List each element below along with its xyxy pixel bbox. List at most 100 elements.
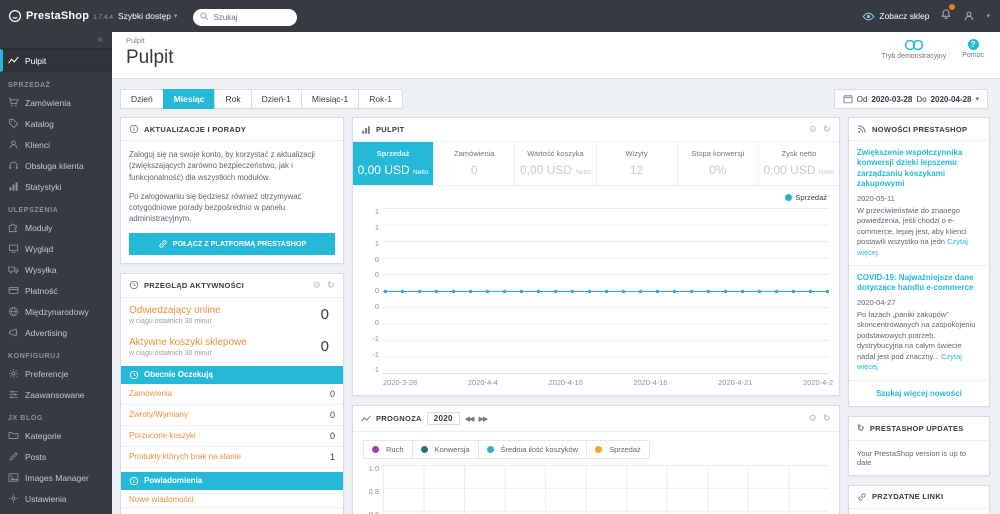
kpi-value: 0,00 USD	[520, 163, 572, 177]
online-visitors-link[interactable]: Odwiedzający online	[129, 305, 321, 316]
demo-mode-toggle[interactable]: Tryb demonstracyjny	[881, 39, 946, 60]
online-visitors-value: 0	[321, 306, 335, 323]
pending-row-porzucone-koszyki[interactable]: Porzucone koszyki 0	[121, 426, 343, 447]
y-tick: 1	[359, 240, 379, 248]
account-chevron-down-icon[interactable]: ▾	[986, 12, 990, 20]
sidebar-item-wyglad[interactable]: Wygląd	[0, 238, 112, 259]
puzzle-icon	[8, 222, 19, 233]
sidebar-item-label: Statystyki	[25, 182, 61, 192]
sidebar-item-comments[interactable]: Comments	[0, 509, 112, 514]
row-value: 0	[330, 410, 335, 420]
help-button[interactable]: ? Pomoc	[962, 39, 984, 60]
sidebar-item-platnosc[interactable]: Płatność	[0, 280, 112, 301]
sidebar-collapse-button[interactable]: «	[0, 32, 112, 49]
sidebar-item-wysylka[interactable]: Wysyłka	[0, 259, 112, 280]
tab-miesiac[interactable]: Miesiąc	[163, 89, 216, 109]
sidebar-item-ustawienia[interactable]: Ustawienia	[0, 488, 112, 509]
tab-rok[interactable]: Rok	[214, 89, 251, 109]
notifications-button[interactable]	[940, 7, 952, 25]
section-title: Powiadomienia	[144, 476, 202, 485]
legend-item-konwersja[interactable]: Konwersja	[413, 441, 479, 458]
notifications-section-header: Powiadomienia	[121, 472, 343, 490]
tab-dzien[interactable]: Dzień	[120, 89, 164, 109]
legend-dot	[372, 446, 379, 453]
tag-icon	[8, 118, 19, 129]
refresh-icon[interactable]: ↻	[823, 413, 831, 424]
link-icon	[857, 492, 867, 502]
date-range-picker[interactable]: Od 2020-03-28 Do 2020-04-28 ▾	[834, 89, 988, 109]
chart-plot-area	[383, 208, 829, 374]
user-icon	[8, 139, 19, 150]
article-title-link[interactable]: Zwiększenie współczynnika konwersji dzię…	[857, 148, 981, 190]
gear-icon[interactable]: ⚙	[809, 413, 817, 424]
article-title-link[interactable]: COVID-19: Najważniejsze dane dotyczące h…	[857, 273, 981, 294]
kpi-label: Wartość koszyka	[517, 149, 593, 158]
next-year-button[interactable]: ▶▶	[479, 415, 488, 423]
gear-icon[interactable]: ⚙	[809, 124, 817, 135]
refresh-icon[interactable]: ↻	[327, 280, 335, 291]
gear-icon[interactable]: ⚙	[313, 280, 321, 291]
sidebar-item-label: Preferencje	[25, 369, 68, 379]
sidebar-item-katalog[interactable]: Katalog	[0, 113, 112, 134]
sidebar-section-konfiguruj: KONFIGURUJ	[0, 343, 112, 363]
prestashop-updates-panel: ↻ PRESTASHOP UPDATES Your PrestaShop ver…	[848, 416, 990, 476]
connect-prestashop-button[interactable]: POŁĄCZ Z PLATFORMĄ PRESTASHOP	[129, 233, 335, 255]
active-carts-link[interactable]: Aktywne koszyki sklepowe	[129, 337, 321, 348]
sidebar-item-kategorie[interactable]: Kategorie	[0, 425, 112, 446]
sidebar-item-obsluga-klienta[interactable]: Obsługa klienta	[0, 155, 112, 176]
sidebar-item-preferencje[interactable]: Preferencje	[0, 363, 112, 384]
tab-dzien-1[interactable]: Dzień-1	[251, 89, 302, 109]
useful-link-documentation[interactable]: Oficjalna dokumentacja Instrukcje Użytko…	[849, 509, 989, 514]
active-carts-metric[interactable]: Aktywne koszyki sklepowe w ciągu ostatni…	[121, 330, 343, 362]
kpi-zysk-netto[interactable]: Zysk netto 0,00 USD Netto	[759, 142, 839, 185]
panel-title: AKTUALIZACJE I PORADY	[144, 125, 246, 134]
sidebar-item-images-manager[interactable]: Images Manager	[0, 467, 112, 488]
legend-item-srednia-ilosc-koszykow[interactable]: Średnia ilość koszyków	[479, 441, 588, 458]
previous-year-button[interactable]: ◀◀	[465, 415, 474, 423]
chevron-down-icon: ▾	[174, 12, 178, 20]
kpi-sprzedaz[interactable]: Sprzedaż 0,00 USD Netto	[353, 142, 434, 185]
y-tick: 0	[359, 256, 379, 264]
forecast-chart: 1.0 0.8 0.6	[359, 465, 829, 514]
sidebar-item-zaawansowane[interactable]: Zaawansowane	[0, 384, 112, 405]
kpi-wizyty[interactable]: Wizyty 12	[597, 142, 678, 185]
page-header: Pulpit Pulpit Tryb demonstracyjny ? Pomo…	[112, 32, 1000, 79]
new-messages-link[interactable]: Nowe wiadomości	[121, 490, 343, 508]
prestashop-logo[interactable]: PrestaShop 1.7.4.4	[0, 9, 112, 23]
kpi-stopa-konwersji[interactable]: Stopa konwersji 0%	[678, 142, 759, 185]
tab-rok-1[interactable]: Rok-1	[358, 89, 403, 109]
sidebar-item-pulpit[interactable]: Pulpit	[0, 49, 112, 72]
legend-item-ruch[interactable]: Ruch	[364, 441, 413, 458]
sidebar-item-label: Pulpit	[25, 56, 46, 66]
more-news-link[interactable]: Szukaj więcej nowości	[849, 381, 989, 406]
online-visitors-metric[interactable]: Odwiedzający online w ciągu ostatnich 30…	[121, 298, 343, 330]
tab-miesiac-1[interactable]: Miesiąc-1	[301, 89, 359, 109]
legend-item-sprzedaz[interactable]: Sprzedaż	[587, 441, 649, 458]
section-title: Obecnie Oczekują	[144, 370, 213, 379]
refresh-icon[interactable]: ↻	[823, 124, 831, 135]
pending-row-brak-na-stanie[interactable]: Produkty których brak na stanie 1	[121, 447, 343, 468]
sidebar-item-label: Images Manager	[25, 473, 89, 483]
sidebar-item-zamowienia[interactable]: Zamówienia	[0, 92, 112, 113]
panel-title: PRZYDATNE LINKI	[872, 492, 943, 501]
globe-icon	[8, 306, 19, 317]
sidebar-item-klienci[interactable]: Klienci	[0, 134, 112, 155]
sidebar-item-label: Kategorie	[25, 431, 61, 441]
sidebar-item-miedzynarodowy[interactable]: Międzynarodowy	[0, 301, 112, 322]
kpi-label: Zamówienia	[436, 149, 512, 158]
view-shop-link[interactable]: Zobacz sklep	[862, 11, 929, 21]
date-from-label: Od	[857, 95, 868, 104]
kpi-wartosc-koszyka[interactable]: Wartość koszyka 0,00 USD Netto	[515, 142, 596, 185]
pending-row-zwroty[interactable]: Zwroty/Wymiany 0	[121, 405, 343, 426]
kpi-zamowienia[interactable]: Zamówienia 0	[434, 142, 515, 185]
user-account-icon[interactable]	[963, 10, 975, 22]
question-icon: ?	[968, 39, 979, 50]
sidebar-item-posts[interactable]: Posts	[0, 446, 112, 467]
pending-row-zamowienia[interactable]: Zamówienia 0	[121, 384, 343, 405]
sidebar-item-advertising[interactable]: Advertising	[0, 322, 112, 343]
kpi-suffix: Netto	[819, 169, 835, 176]
quick-access-menu[interactable]: Szybki dostęp ▾	[118, 11, 177, 21]
sidebar-item-moduly[interactable]: Moduły	[0, 217, 112, 238]
sidebar-item-statystyki[interactable]: Statystyki	[0, 176, 112, 197]
prestashop-logo-icon	[8, 9, 22, 23]
